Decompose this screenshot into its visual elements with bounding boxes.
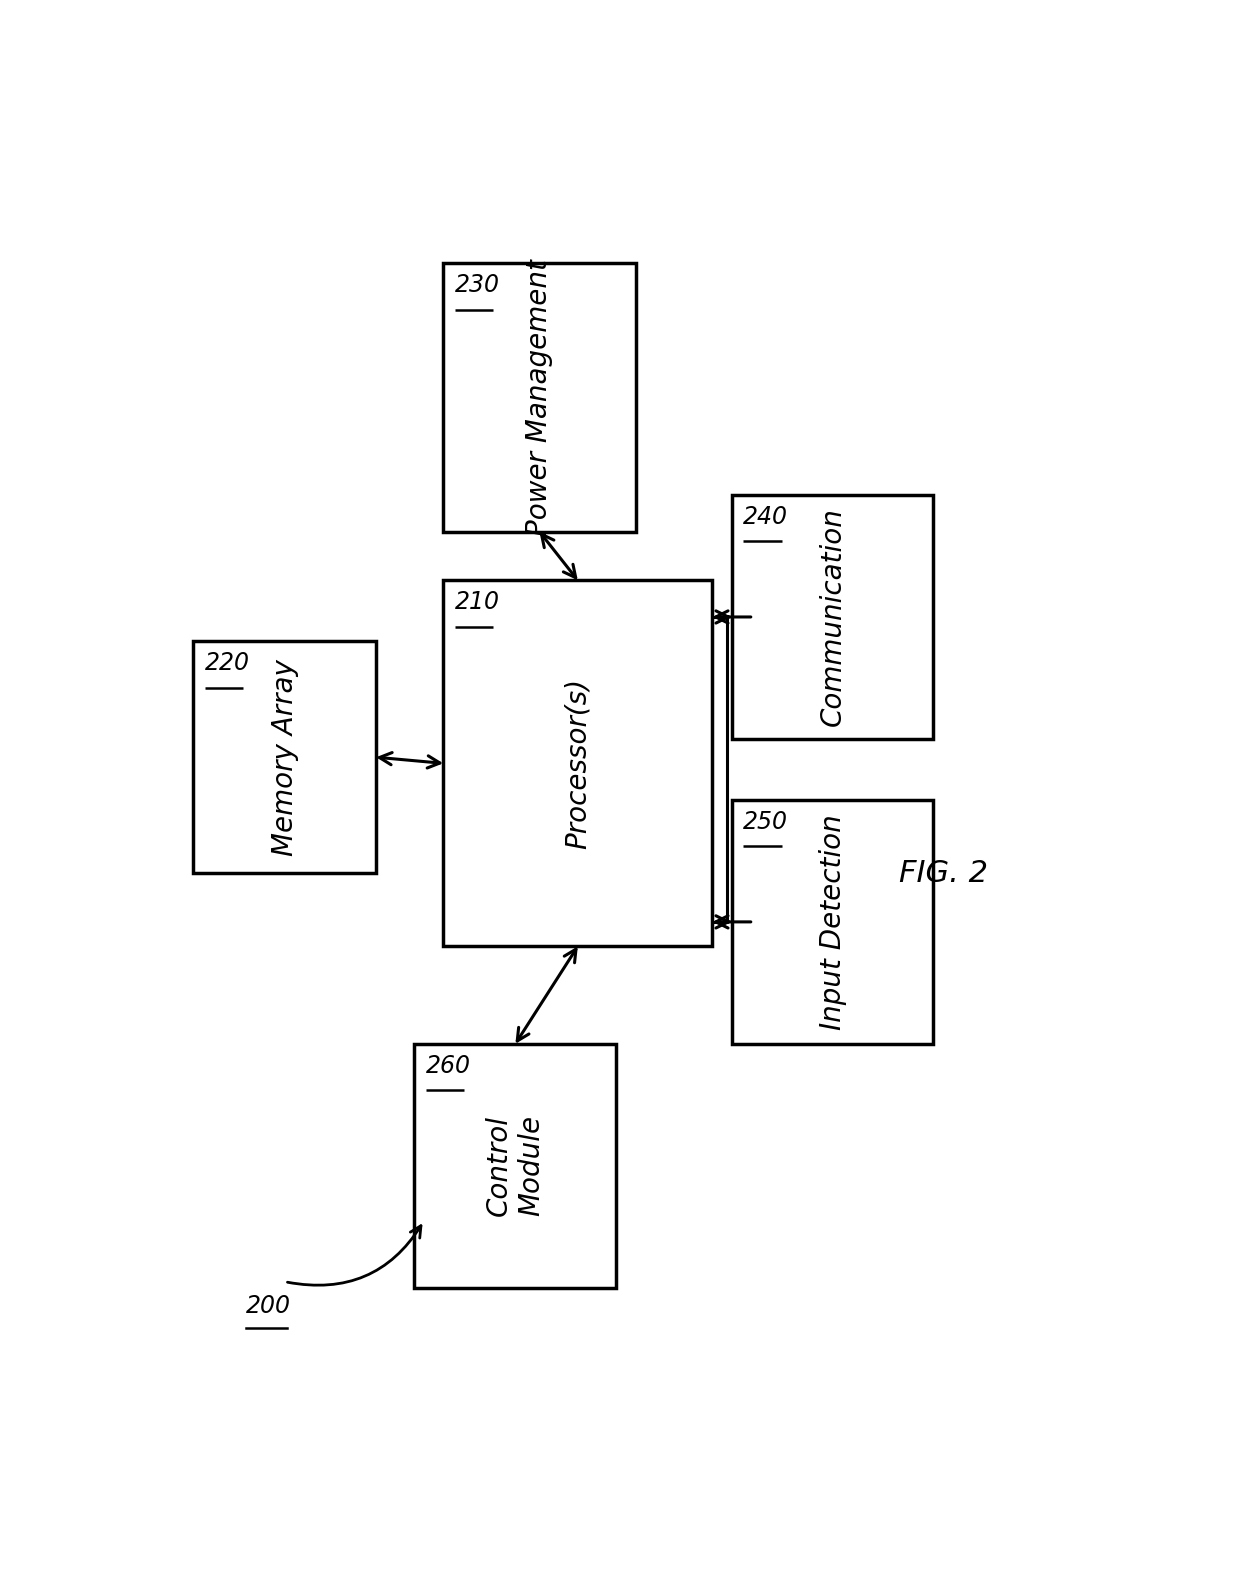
Text: 250: 250 [743,809,789,833]
Text: Power Management: Power Management [526,260,553,535]
Bar [732,800,934,1044]
Text: Memory Array: Memory Array [270,659,299,855]
Bar [732,494,934,738]
Text: Control
Module: Control Module [485,1115,546,1217]
Text: 200: 200 [247,1294,291,1318]
Text: Communication: Communication [818,507,847,727]
Bar [444,263,635,532]
Text: 220: 220 [205,651,250,675]
Text: 240: 240 [743,505,789,529]
Text: Input Detection: Input Detection [818,814,847,1030]
Text: FIG. 2: FIG. 2 [899,859,987,887]
Bar [414,1044,616,1288]
Text: 230: 230 [455,272,500,298]
Bar [444,580,713,946]
Bar [193,642,376,873]
Text: 210: 210 [455,591,500,615]
Text: 260: 260 [427,1053,471,1077]
Text: Processor(s): Processor(s) [564,678,591,849]
